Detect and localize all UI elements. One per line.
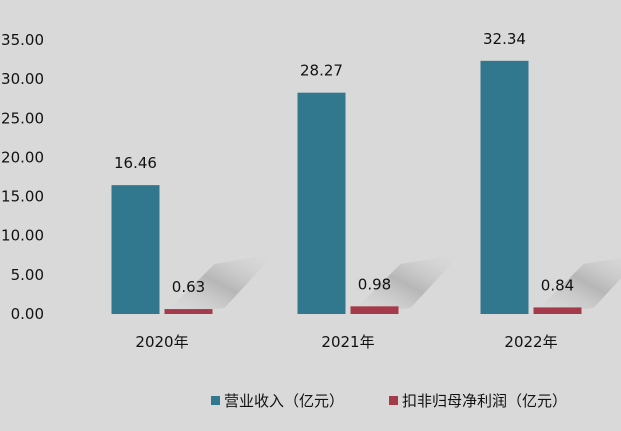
bar-profit [350, 306, 399, 314]
y-tick-label: 5.00 [11, 266, 44, 284]
x-tick-label: 2021年 [321, 333, 374, 351]
y-tick-label: 35.00 [1, 31, 44, 49]
bar-shadow [164, 254, 275, 314]
y-tick-label: 0.00 [11, 305, 44, 323]
data-label: 0.98 [358, 275, 391, 293]
bar-revenue [297, 92, 346, 315]
legend-label: 扣非归母净利润（亿元） [402, 392, 567, 410]
bar-revenue [111, 185, 160, 314]
bar-shadows [164, 254, 621, 314]
legend: 营业收入（亿元） 扣非归母净利润（亿元） [211, 392, 567, 410]
x-axis: 2020年 2021年 2022年 [135, 333, 557, 351]
bar-profit [164, 309, 213, 314]
y-axis: 0.00 5.00 10.00 15.00 20.00 25.00 30.00 35.00 [1, 31, 44, 323]
bar-shadow [350, 254, 461, 314]
y-tick-label: 25.00 [1, 109, 44, 127]
x-tick-label: 2020年 [135, 333, 188, 351]
legend-swatch [211, 396, 220, 405]
data-label: 0.63 [172, 278, 205, 296]
bar-shadow [533, 257, 621, 314]
y-tick-label: 15.00 [1, 188, 44, 206]
data-label: 16.46 [114, 154, 157, 172]
data-label: 0.84 [541, 276, 574, 294]
y-tick-label: 20.00 [1, 148, 44, 166]
data-label: 32.34 [483, 30, 526, 48]
bars [111, 60, 582, 315]
legend-label: 营业收入（亿元） [224, 392, 344, 410]
x-tick-label: 2022年 [504, 333, 557, 351]
data-labels: 16.46 0.63 28.27 0.98 32.34 0.84 [114, 30, 574, 296]
legend-swatch [389, 396, 398, 405]
bar-revenue [480, 60, 529, 314]
y-tick-label: 30.00 [1, 70, 44, 88]
y-tick-label: 10.00 [1, 227, 44, 245]
data-label: 28.27 [300, 62, 343, 80]
bar-profit [533, 307, 582, 314]
